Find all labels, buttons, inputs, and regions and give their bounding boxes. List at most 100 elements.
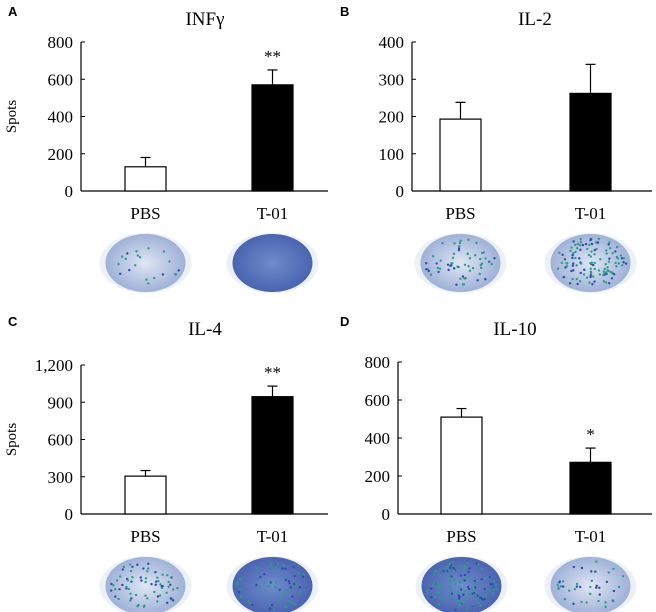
- elispot-well-image: [226, 556, 319, 612]
- spot: [158, 594, 162, 597]
- spot: [142, 567, 145, 570]
- spot: [604, 605, 607, 609]
- spot: [447, 593, 450, 597]
- spot: [609, 246, 612, 250]
- spot: [597, 269, 601, 272]
- spot: [563, 258, 567, 261]
- spot: [563, 597, 567, 601]
- spot: [165, 591, 168, 594]
- spot: [556, 583, 559, 587]
- spot: [464, 576, 468, 579]
- spot: [578, 244, 581, 247]
- spot: [556, 267, 560, 270]
- y-tick-label: 0: [382, 505, 391, 524]
- spot: [444, 571, 448, 574]
- y-tick-label: 600: [48, 70, 74, 89]
- spot: [267, 585, 271, 588]
- spot: [473, 579, 477, 583]
- spot: [589, 255, 593, 258]
- spot: [137, 603, 140, 607]
- spot: [617, 262, 621, 265]
- spot: [604, 281, 608, 284]
- spot: [447, 578, 450, 581]
- chart-title: IL-4: [188, 319, 222, 340]
- spot: [462, 567, 466, 571]
- spot: [257, 586, 260, 590]
- spot: [128, 563, 132, 566]
- spot: [146, 597, 149, 600]
- bar-pbs: [440, 416, 483, 515]
- panel-b: B IL-2 0 100 200 300 400 PBS T-01: [340, 4, 652, 293]
- y-tick-label: 300: [379, 70, 405, 89]
- spot: [166, 601, 169, 605]
- spot: [572, 240, 575, 243]
- spot: [160, 586, 164, 590]
- y-tick-label: 100: [379, 145, 405, 164]
- spot: [489, 582, 492, 586]
- spot: [269, 563, 273, 566]
- spot: [590, 570, 593, 573]
- spot: [266, 595, 270, 599]
- spot: [166, 573, 169, 577]
- spot: [439, 259, 442, 262]
- spot: [595, 247, 598, 251]
- spot: [278, 597, 282, 601]
- spot: [425, 589, 429, 593]
- spot: [602, 270, 605, 273]
- spot: [452, 566, 455, 570]
- spot: [488, 576, 491, 579]
- spot: [607, 243, 610, 246]
- spot: [480, 266, 483, 270]
- spot: [456, 265, 459, 268]
- spot: [235, 583, 238, 586]
- spot: [590, 261, 594, 264]
- spot: [476, 594, 479, 597]
- spot: [474, 586, 477, 589]
- spot: [593, 267, 596, 271]
- spot: [587, 253, 591, 257]
- spot: [127, 587, 131, 591]
- spot: [475, 562, 478, 565]
- spot: [565, 262, 568, 265]
- spot: [480, 578, 483, 581]
- spot: [470, 588, 474, 592]
- y-tick-label: 400: [379, 33, 405, 52]
- spot: [451, 560, 454, 564]
- spot: [117, 597, 120, 601]
- spot: [437, 603, 441, 607]
- spot: [170, 576, 173, 579]
- panel-a: A INFγ 0 200 400 600 800 Spots PBS ** T-01: [4, 4, 328, 293]
- spot: [484, 595, 488, 598]
- spot: [128, 268, 131, 272]
- spot: [287, 599, 291, 603]
- spot: [426, 592, 429, 595]
- panel-d: D IL-10 0 200 400 600 800 PBS * T-01: [340, 314, 652, 612]
- spot: [118, 272, 122, 276]
- spot: [582, 273, 586, 276]
- spot: [562, 275, 565, 279]
- spot: [438, 583, 442, 586]
- spot: [129, 569, 133, 573]
- spot: [294, 602, 297, 605]
- spot: [452, 569, 455, 572]
- spot: [471, 603, 474, 606]
- spot: [255, 583, 258, 587]
- spot: [139, 576, 142, 579]
- spot: [427, 269, 430, 273]
- spot: [462, 283, 466, 286]
- spot: [289, 586, 292, 589]
- spot: [288, 582, 291, 585]
- spot: [125, 585, 128, 589]
- well: [232, 557, 313, 612]
- spot: [239, 595, 243, 598]
- spot: [442, 582, 445, 585]
- spot: [282, 594, 285, 597]
- spot: [619, 254, 623, 257]
- spot: [176, 586, 179, 590]
- spot: [454, 582, 457, 585]
- spot: [171, 599, 175, 602]
- spot: [607, 281, 611, 285]
- spot: [459, 588, 463, 591]
- significance-marker: *: [586, 425, 595, 444]
